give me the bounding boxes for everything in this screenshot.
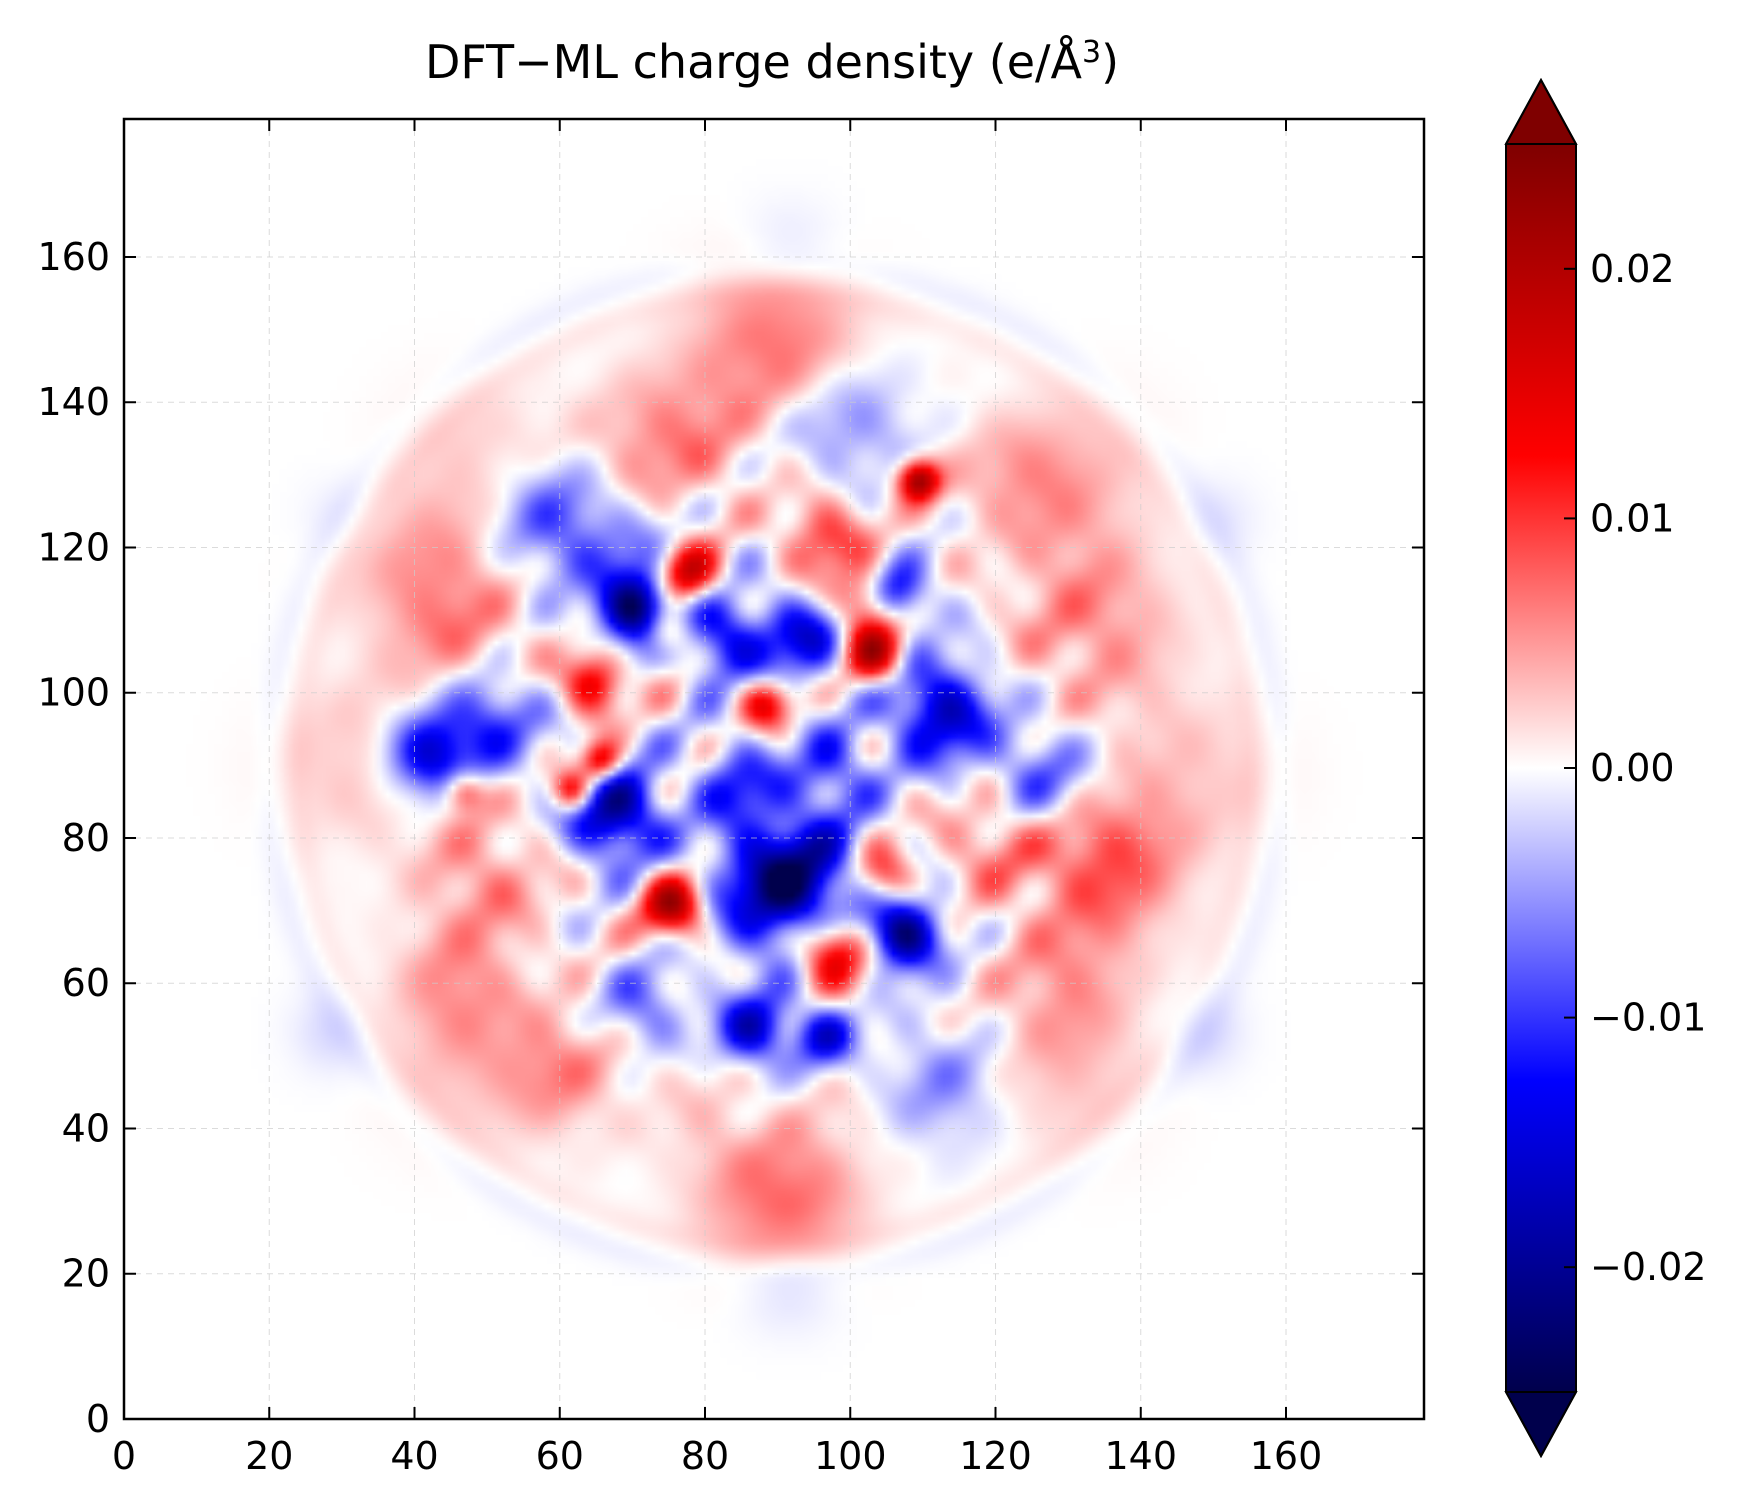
colorbar-tick-label: 0.02 [1590,247,1675,291]
colorbar-ticks: 0.02 0.01 0.00 −0.01 −0.02 [1564,247,1706,1289]
x-tick-label: 0 [112,1434,136,1478]
x-tick-label: 160 [1250,1434,1323,1478]
x-tick-label: 40 [390,1434,438,1478]
colorbar-tick-label: 0.01 [1590,496,1675,540]
chart-title-tail: ) [1101,35,1119,89]
x-tick-label: 20 [245,1434,293,1478]
chart-title: DFT−ML charge density (e/Å3) [425,35,1119,89]
colorbar-extend-min [1504,1391,1578,1459]
y-tick-label: 20 [62,1252,110,1296]
y-tick-label: 100 [37,671,110,715]
colorbar-tick-label: −0.01 [1590,996,1706,1040]
colorbar-outline [1505,77,1577,1459]
x-tick-label: 120 [959,1434,1032,1478]
chart-title-sup: 3 [1082,35,1101,70]
y-tick-label: 60 [62,961,110,1005]
x-tick-label: 100 [814,1434,887,1478]
y-tick-label: 160 [37,235,110,279]
y-axis: 0 20 40 60 80 100 120 140 160 [37,235,1424,1441]
colorbar-extend-max [1504,77,1578,145]
y-tick-label: 80 [62,816,110,860]
y-tick-label: 40 [62,1106,110,1150]
heatmap-image [124,119,1424,1419]
plot-frame [122,117,1426,1421]
y-tick-label: 0 [86,1397,110,1441]
colorbar: 0.02 0.01 0.00 −0.01 −0.02 [1504,77,1706,1459]
colorbar-tick-label: 0.00 [1590,746,1675,790]
x-tick-label: 60 [536,1434,584,1478]
grid-lines [124,119,1424,1419]
y-tick-label: 140 [37,380,110,424]
colorbar-tick-label: −0.02 [1590,1245,1706,1289]
x-tick-label: 80 [681,1434,729,1478]
x-axis: 0 20 40 60 80 100 120 140 160 [112,119,1322,1478]
x-tick-label: 140 [1104,1434,1177,1478]
y-tick-label: 120 [37,525,110,569]
